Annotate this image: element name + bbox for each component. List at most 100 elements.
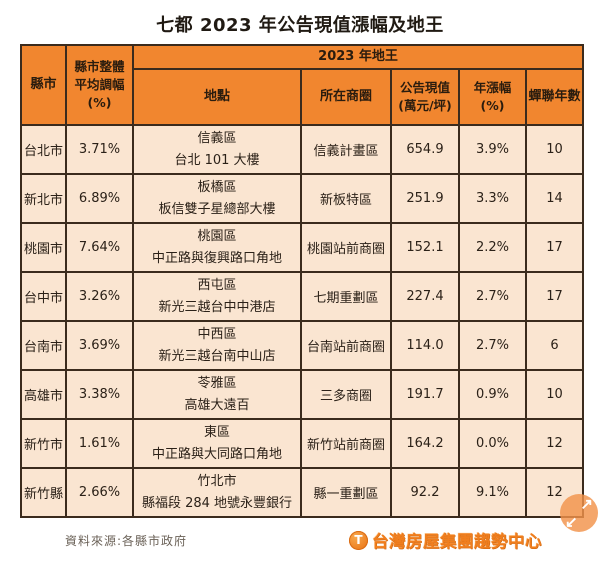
cell-value: 227.4 [390, 271, 460, 322]
cell-district: 三多商圈 [300, 369, 392, 420]
page-title: 七都 2023 年公告現值漲幅及地王 [156, 15, 444, 36]
expand-button[interactable]: ↗ ↙ [560, 494, 598, 532]
cell-yoy: 2.7% [458, 320, 527, 371]
cell-location: 苓雅區 高雄大遠百 [132, 369, 302, 420]
cell-location-line1: 苓雅區 [197, 376, 237, 392]
cell-years: 17 [524, 271, 585, 322]
cell-location: 西屯區 新光三越台中中港店 [132, 271, 302, 322]
cell-location: 桃園區 中正路與復興路口角地 [132, 222, 302, 273]
cell-location-line2: 縣福段 284 地號永豐銀行 [141, 495, 293, 511]
cell-location-line1: 中西區 [197, 327, 237, 343]
cell-avg: 6.89% [65, 173, 134, 224]
cell-city: 新竹市 [20, 418, 67, 469]
cell-district: 信義計畫區 [300, 124, 392, 175]
cell-avg: 3.69% [65, 320, 134, 371]
cell-location-line1: 桃園區 [197, 229, 237, 245]
col-header-avg-adjustment: 縣市整體 平均調幅 (%) [65, 44, 134, 126]
cell-district: 台南站前商圈 [300, 320, 392, 371]
cell-avg: 3.26% [65, 271, 134, 322]
table-row-hsinchu-county: 新竹縣 2.66% 竹北市 縣福段 284 地號永豐銀行 縣一重劃區 92.2 … [20, 467, 585, 518]
table-row-kaohsiung: 高雄市 3.38% 苓雅區 高雄大遠百 三多商圈 191.7 0.9% 10 [20, 369, 585, 420]
cell-years: 12 [524, 467, 585, 518]
cell-city: 桃園市 [20, 222, 67, 273]
cell-city: 高雄市 [20, 369, 67, 420]
cell-yoy: 2.2% [458, 222, 527, 273]
table-header: 縣市 縣市整體 平均調幅 (%) 2023 年地王 地點 所在商圈 公告現值 (… [20, 44, 585, 126]
arrow-northeast-icon: ↗ [580, 496, 593, 513]
cell-location: 東區 中正路與大同路口角地 [132, 418, 302, 469]
cell-district: 七期重劃區 [300, 271, 392, 322]
cell-district: 新板特區 [300, 173, 392, 224]
cell-location: 板橋區 板信雙子星總部大樓 [132, 173, 302, 224]
cell-avg: 2.66% [65, 467, 134, 518]
cell-location-line2: 新光三越台南中山店 [158, 348, 276, 364]
table-row-tainan: 台南市 3.69% 中西區 新光三越台南中山店 台南站前商圈 114.0 2.7… [20, 320, 585, 371]
col-header-yoy-line2: (%) [480, 98, 505, 113]
cell-location-line2: 台北 101 大樓 [174, 152, 260, 168]
table-body: 台北市 3.71% 信義區 台北 101 大樓 信義計畫區 654.9 3.9%… [20, 124, 585, 518]
cell-value: 251.9 [390, 173, 460, 224]
table-row-new-taipei: 新北市 6.89% 板橋區 板信雙子星總部大樓 新板特區 251.9 3.3% … [20, 173, 585, 224]
cell-value: 92.2 [390, 467, 460, 518]
cell-location-line2: 中正路與大同路口角地 [151, 446, 282, 462]
cell-yoy: 9.1% [458, 467, 527, 518]
cell-avg: 7.64% [65, 222, 134, 273]
table-row-hsinchu-city: 新竹市 1.61% 東區 中正路與大同路口角地 新竹站前商圈 164.2 0.0… [20, 418, 585, 469]
cell-years: 12 [524, 418, 585, 469]
cell-city: 台中市 [20, 271, 67, 322]
cell-city: 新竹縣 [20, 467, 67, 518]
cell-district: 新竹站前商圈 [300, 418, 392, 469]
col-header-avg-line1: 縣市整體 [74, 58, 125, 74]
cell-yoy: 0.9% [458, 369, 527, 420]
cell-location-line1: 竹北市 [197, 474, 237, 490]
cell-location: 信義區 台北 101 大樓 [132, 124, 302, 175]
cell-yoy: 0.0% [458, 418, 527, 469]
cell-location-line1: 西屯區 [197, 278, 237, 294]
table-row-taipei: 台北市 3.71% 信義區 台北 101 大樓 信義計畫區 654.9 3.9%… [20, 124, 585, 175]
cell-years: 6 [524, 320, 585, 371]
cell-city: 台北市 [20, 124, 67, 175]
cell-location-line2: 中正路與復興路口角地 [151, 250, 282, 266]
group-header-2023-land-king: 2023 年地王 [131, 44, 585, 70]
col-header-value-line2: (萬元/坪) [398, 98, 452, 113]
cell-value: 654.9 [390, 124, 460, 175]
brand-logo: T 台灣房屋集團趨勢中心 [349, 528, 542, 552]
cell-years: 14 [524, 173, 585, 224]
cell-city: 新北市 [20, 173, 67, 224]
cell-district: 桃園站前商圈 [300, 222, 392, 273]
source-note: 資料來源:各縣市政府 [65, 534, 188, 548]
cell-location-line1: 板橋區 [197, 180, 237, 196]
cell-location: 中西區 新光三越台南中山店 [132, 320, 302, 371]
col-header-avg-line3: (%) [87, 95, 112, 111]
col-header-city: 縣市 [20, 44, 67, 126]
cell-location-line1: 東區 [203, 425, 230, 441]
arrow-southwest-icon: ↙ [565, 514, 578, 531]
col-header-district: 所在商圈 [300, 68, 392, 126]
brand-logo-text: 台灣房屋集團趨勢中心 [372, 532, 542, 551]
table-row-taoyuan: 桃園市 7.64% 桃園區 中正路與復興路口角地 桃園站前商圈 152.1 2.… [20, 222, 585, 273]
cell-value: 152.1 [390, 222, 460, 273]
cell-yoy: 3.3% [458, 173, 527, 224]
table-row-taichung: 台中市 3.26% 西屯區 新光三越台中中港店 七期重劃區 227.4 2.7%… [20, 271, 585, 322]
footer: 資料來源:各縣市政府 T 台灣房屋集團趨勢中心 [0, 526, 600, 566]
cell-avg: 1.61% [65, 418, 134, 469]
cell-years: 10 [524, 124, 585, 175]
cell-location-line1: 信義區 [197, 131, 237, 147]
cell-location-line2: 高雄大遠百 [184, 397, 250, 413]
taiwan-housing-logo-icon: T [349, 530, 368, 550]
cell-district: 縣一重劃區 [300, 467, 392, 518]
col-header-yoy-line1: 年漲幅 [473, 79, 512, 95]
cell-avg: 3.71% [65, 124, 134, 175]
cell-location-line2: 新光三越台中中港店 [158, 299, 276, 315]
cell-location: 竹北市 縣福段 284 地號永豐銀行 [132, 467, 302, 518]
cell-yoy: 3.9% [458, 124, 527, 175]
cell-location-line2: 板信雙子星總部大樓 [158, 201, 276, 217]
cell-city: 台南市 [20, 320, 67, 371]
cell-value: 114.0 [390, 320, 460, 371]
col-header-value-line1: 公告現值 [399, 79, 450, 95]
col-header-consecutive-years: 蟬聯年數 [524, 68, 585, 126]
col-header-avg-line2: 平均調幅 [74, 76, 125, 92]
land-king-table: 縣市 縣市整體 平均調幅 (%) 2023 年地王 地點 所在商圈 公告現值 (… [20, 44, 585, 518]
cell-value: 164.2 [390, 418, 460, 469]
